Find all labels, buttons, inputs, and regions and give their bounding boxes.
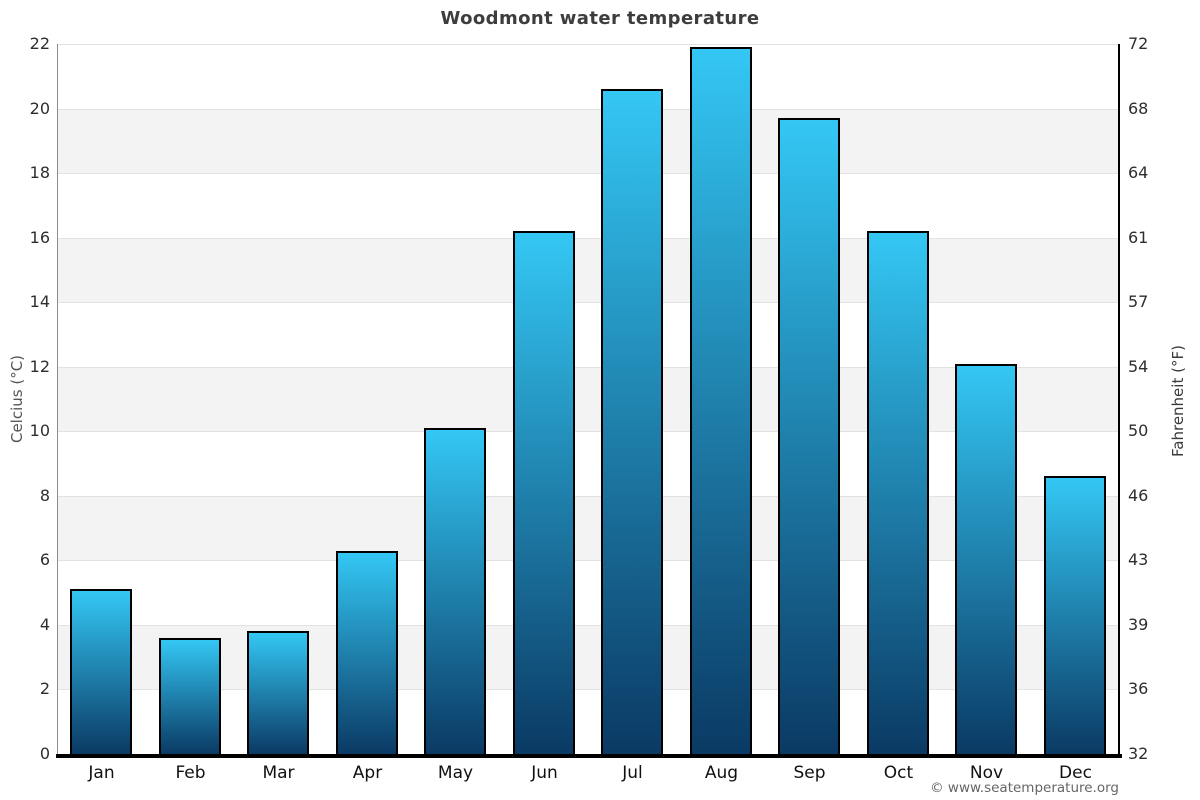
ytick-left-8: 8 [39,486,50,505]
bar-oct [867,231,929,754]
gridline-14c [57,302,1119,303]
gridline-8c [57,496,1119,497]
gridline-10c [57,431,1119,432]
ytick-left-0: 0 [39,744,50,763]
ytick-right-32: 32 [1128,744,1149,763]
ytick-left-16: 16 [29,228,50,247]
bar-mar [247,631,309,754]
gridline-18c [57,173,1119,174]
copyright-note: © www.seatemperature.org [930,780,1119,796]
ytick-left-10: 10 [29,421,50,440]
ytick-right-46: 46 [1128,486,1149,505]
chart-title: Woodmont water temperature [440,8,760,29]
gridline-4c [57,625,1119,626]
ytick-right-50: 50 [1128,421,1149,440]
y-axis-left-line [57,44,58,754]
ytick-right-54: 54 [1128,357,1149,376]
plot-background-band [57,108,1119,174]
ytick-right-61: 61 [1128,228,1149,247]
bar-dec [1044,476,1106,754]
gridline-22c [57,44,1119,45]
bar-apr [336,551,398,754]
ytick-right-68: 68 [1128,99,1149,118]
bar-jul [601,89,663,754]
x-axis-line [56,754,1122,758]
xtick-jul: Jul [622,763,643,783]
xtick-jun: Jun [531,763,558,783]
y-axis-left-title: Celcius (°C) [8,354,26,444]
gridline-12c [57,367,1119,368]
xtick-dec: Dec [1059,763,1092,783]
ytick-left-4: 4 [39,615,50,634]
bar-nov [955,364,1017,754]
xtick-oct: Oct [883,763,914,783]
gridline-16c [57,238,1119,239]
plot-background-band [57,366,1119,432]
bar-aug [690,47,752,754]
ytick-left-22: 22 [29,34,50,53]
ytick-left-2: 2 [39,679,50,698]
bar-may [424,428,486,754]
xtick-may: May [437,763,474,783]
y-axis-right-title: Fahrenheit (°F) [1169,345,1187,457]
ytick-right-43: 43 [1128,550,1149,569]
bar-feb [159,638,221,754]
bar-sep [778,118,840,754]
gridline-20c [57,109,1119,110]
ytick-left-12: 12 [29,357,50,376]
xtick-mar: Mar [262,763,295,783]
plot-area [57,44,1119,755]
plot-background-band [57,624,1119,690]
ytick-right-39: 39 [1128,615,1149,634]
xtick-feb: Feb [175,763,206,783]
ytick-left-14: 14 [29,292,50,311]
ytick-right-72: 72 [1128,34,1149,53]
plot-background-band [57,495,1119,561]
xtick-nov: Nov [969,763,1004,783]
ytick-right-64: 64 [1128,163,1149,182]
ytick-right-57: 57 [1128,292,1149,311]
xtick-apr: Apr [352,763,383,783]
bar-jun [513,231,575,754]
xtick-jan: Jan [88,763,115,783]
ytick-left-6: 6 [39,550,50,569]
ytick-left-18: 18 [29,163,50,182]
ytick-left-20: 20 [29,99,50,118]
plot-background-band [57,237,1119,303]
bar-jan [70,589,132,754]
xtick-sep: Sep [793,763,826,783]
ytick-right-36: 36 [1128,679,1149,698]
gridline-2c [57,689,1119,690]
xtick-aug: Aug [704,763,739,783]
gridline-6c [57,560,1119,561]
y-axis-right-line [1118,44,1120,755]
